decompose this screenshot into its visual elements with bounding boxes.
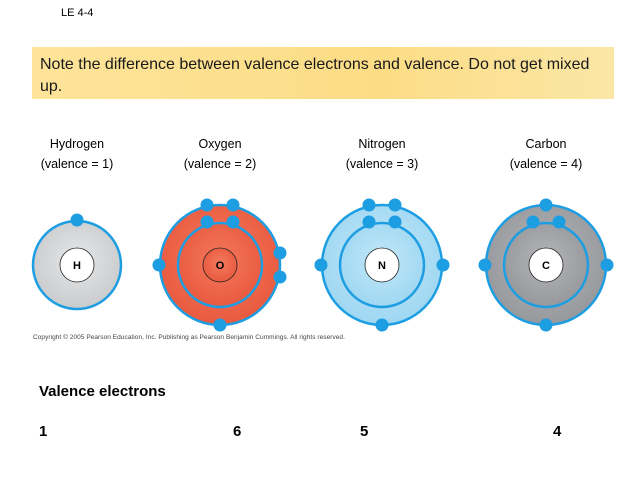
electron xyxy=(362,215,376,229)
electron xyxy=(539,318,553,332)
electron xyxy=(388,198,402,212)
atom-valence-hydrogen: (valence = 1) xyxy=(40,157,114,171)
atom-carbon: C xyxy=(478,198,614,332)
electron xyxy=(526,215,540,229)
nucleus-symbol-oxygen: O xyxy=(216,260,225,272)
electron xyxy=(200,198,214,212)
atom-valence-nitrogen: (valence = 3) xyxy=(345,157,419,171)
atom-header-carbon: Carbon (valence = 4) xyxy=(486,134,606,174)
nucleus-nitrogen xyxy=(364,247,400,283)
atom-name-hydrogen: Hydrogen xyxy=(49,137,105,151)
atom-nitrogen: N xyxy=(314,198,450,332)
electron xyxy=(600,258,614,272)
nucleus-carbon xyxy=(528,247,564,283)
nucleus-symbol-carbon: C xyxy=(542,260,550,272)
atom-name-carbon: Carbon xyxy=(525,137,567,151)
electron xyxy=(478,258,492,272)
electron xyxy=(273,270,287,284)
atom-oxygen: O xyxy=(152,198,287,332)
note-box: Note the difference between valence elec… xyxy=(32,47,614,99)
valence-electrons-carbon: 4 xyxy=(553,423,562,440)
valence-electrons-nitrogen: 5 xyxy=(360,423,369,440)
electron xyxy=(200,215,214,229)
electron xyxy=(436,258,450,272)
electron xyxy=(539,198,553,212)
nucleus-symbol-nitrogen: N xyxy=(378,260,386,272)
slide-label: LE 4-4 xyxy=(61,7,94,19)
atom-name-oxygen: Oxygen xyxy=(198,137,242,151)
electron xyxy=(226,198,240,212)
electron xyxy=(362,198,376,212)
atom-valence-oxygen: (valence = 2) xyxy=(183,157,257,171)
valence-electrons-hydrogen: 1 xyxy=(39,423,48,440)
atom-valence-carbon: (valence = 4) xyxy=(509,157,583,171)
copyright-notice: Copyright © 2005 Pearson Education, Inc.… xyxy=(33,334,345,341)
nucleus-oxygen xyxy=(202,247,238,283)
electron xyxy=(273,246,287,260)
electron xyxy=(70,213,84,227)
atom-header-hydrogen: Hydrogen (valence = 1) xyxy=(17,134,137,174)
nucleus-symbol-hydrogen: H xyxy=(73,260,81,272)
nucleus-hydrogen xyxy=(59,247,95,283)
electron xyxy=(314,258,328,272)
electron xyxy=(375,318,389,332)
valence-electrons-title: Valence electrons xyxy=(39,383,166,400)
valence-electrons-oxygen: 6 xyxy=(233,423,242,440)
atom-hydrogen: H xyxy=(31,213,123,311)
electron xyxy=(213,318,227,332)
electron xyxy=(226,215,240,229)
atom-header-oxygen: Oxygen (valence = 2) xyxy=(160,134,280,174)
electron xyxy=(552,215,566,229)
electron xyxy=(388,215,402,229)
note-text: Note the difference between valence elec… xyxy=(40,56,590,95)
atom-header-nitrogen: Nitrogen (valence = 3) xyxy=(322,134,442,174)
atom-name-nitrogen: Nitrogen xyxy=(358,137,406,151)
electron xyxy=(152,258,166,272)
